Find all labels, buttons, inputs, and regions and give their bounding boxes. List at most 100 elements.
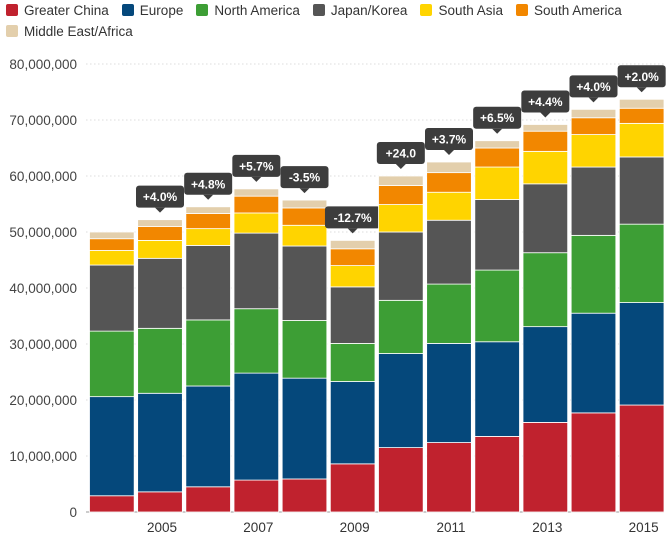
legend-swatch: [420, 4, 433, 16]
bar-segment-greater-china-2013: [522, 421, 569, 513]
annotation-pointer: [540, 112, 551, 118]
legend-swatch: [6, 25, 18, 37]
bar-segment-middle-east-africa-2010: [378, 175, 424, 186]
legend-swatch: [515, 4, 528, 16]
bar-segment-europe-2010: [378, 353, 424, 448]
bar-segment-middle-east-africa-2004: [89, 231, 135, 240]
bar-segment-north-america-2004: [89, 330, 135, 398]
bar-segment-middle-east-africa-2006: [185, 206, 231, 214]
bar-segment-middle-east-africa-2014: [570, 108, 617, 119]
bar-segment-south-america-2010: [378, 185, 424, 205]
bar-segment-north-america-2006: [185, 319, 231, 387]
legend-label: South America: [533, 3, 622, 18]
bar-segment-greater-china-2014: [570, 412, 617, 513]
annotation-box: [521, 90, 570, 113]
legend-item-south-america[interactable]: South America: [515, 2, 622, 23]
bar-segment-south-america-2011: [426, 172, 472, 193]
annotation-pointer: [444, 150, 454, 155]
annotation-pointer: [203, 194, 214, 200]
bar-segment-south-asia-2006: [185, 228, 231, 246]
bar-segment-north-america-2013: [522, 252, 569, 328]
bar-segment-middle-east-africa-2012: [474, 140, 520, 149]
annotation-pointer: [299, 188, 310, 194]
bar-segment-europe-2004: [89, 396, 135, 497]
bar-segment-north-america-2005: [137, 327, 183, 394]
bar-segment-greater-china-2015: [618, 404, 665, 513]
bar-segment-south-america-2009: [329, 248, 376, 267]
y-tick-label: 70,000,000: [9, 113, 77, 128]
annotation-box: [617, 65, 666, 88]
legend-item-europe[interactable]: Europe: [121, 2, 183, 23]
bar-segment-europe-2013: [522, 326, 569, 423]
bar-segment-japan-korea-2009: [329, 286, 376, 344]
annotation-pointer: [492, 128, 503, 134]
bar-segment-middle-east-africa-2007: [233, 188, 280, 197]
bar-segment-south-asia-2004: [89, 250, 135, 266]
bar-segment-north-america-2008: [281, 320, 328, 379]
bar-segment-japan-korea-2007: [233, 232, 280, 310]
annotation-label: +6.5%: [480, 111, 515, 125]
bar-segment-south-asia-2010: [378, 204, 424, 233]
bar-segment-japan-korea-2006: [185, 245, 231, 321]
legend-item-japan-korea[interactable]: Japan/Korea: [312, 2, 408, 23]
legend-swatch: [196, 4, 209, 16]
bar-segment-europe-2012: [474, 341, 520, 437]
legend-item-middle-east-africa[interactable]: Middle East/Africa: [6, 23, 133, 44]
bar-segment-japan-korea-2014: [570, 166, 617, 236]
bar-segment-south-america-2013: [522, 130, 569, 152]
bar-segment-south-asia-2009: [329, 265, 376, 288]
bar-segment-greater-china-2005: [137, 491, 183, 513]
bar-segment-south-asia-2011: [426, 191, 472, 221]
bar-segment-europe-2011: [426, 343, 472, 443]
y-tick-label: 30,000,000: [9, 337, 77, 352]
bar-segment-europe-2015: [618, 302, 665, 406]
annotation-label: +3.7%: [432, 133, 467, 147]
y-tick-label: 0: [69, 505, 77, 520]
bar-segment-south-america-2015: [618, 107, 665, 124]
bar-segment-middle-east-africa-2008: [281, 199, 328, 209]
bar-segment-greater-china-2006: [185, 486, 231, 513]
bar-segment-south-america-2012: [474, 147, 520, 168]
bar-segment-south-america-2014: [570, 117, 617, 135]
annotation-box: [473, 106, 522, 129]
annotation-pointer: [588, 97, 599, 103]
bar-segment-greater-china-2011: [426, 442, 472, 513]
legend-item-north-america[interactable]: North America: [196, 2, 300, 23]
bar-segment-greater-china-2010: [378, 447, 424, 513]
x-tick-label: 2009: [340, 520, 370, 535]
bar-segment-japan-korea-2011: [426, 219, 472, 285]
annotation-label: +24.0: [386, 147, 417, 161]
annotation-pointer: [636, 87, 647, 93]
annotation-label: -3.5%: [289, 171, 321, 185]
legend: Greater China Europe North America Japan/Ko…: [6, 2, 666, 44]
annotation-box: [569, 75, 618, 98]
annotation-box: [232, 154, 281, 177]
bar-segment-south-america-2004: [89, 238, 135, 251]
bar-segment-greater-china-2007: [233, 479, 280, 513]
annotation-label: +4.8%: [191, 177, 226, 191]
bar-segment-europe-2009: [329, 381, 376, 465]
bar-segment-greater-china-2009: [329, 463, 376, 513]
bar-segment-middle-east-africa-2013: [522, 124, 569, 132]
bar-segment-south-asia-2012: [474, 166, 520, 200]
legend-item-south-asia[interactable]: South Asia: [420, 2, 503, 23]
bar-segment-greater-china-2004: [89, 495, 135, 513]
annotation-label: -12.7%: [334, 211, 372, 225]
bar-segment-greater-china-2008: [281, 478, 328, 513]
annotation-box: [136, 185, 184, 208]
x-tick-label: 2007: [243, 520, 273, 535]
y-tick-label: 20,000,000: [9, 393, 77, 408]
annotation-pointer: [395, 164, 406, 169]
legend-label: South Asia: [438, 3, 503, 18]
bar-segment-south-asia-2013: [522, 150, 569, 185]
bar-segment-middle-east-africa-2005: [137, 219, 183, 227]
bar-segment-north-america-2007: [233, 308, 280, 374]
bar-segment-middle-east-africa-2009: [329, 239, 376, 250]
bar-segment-south-america-2008: [281, 207, 328, 226]
x-tick-label: 2013: [532, 520, 562, 535]
bar-segment-japan-korea-2010: [378, 231, 424, 301]
legend-item-greater-china[interactable]: Greater China: [6, 2, 109, 23]
legend-swatch: [312, 4, 325, 16]
legend-label: Japan/Korea: [330, 3, 408, 18]
